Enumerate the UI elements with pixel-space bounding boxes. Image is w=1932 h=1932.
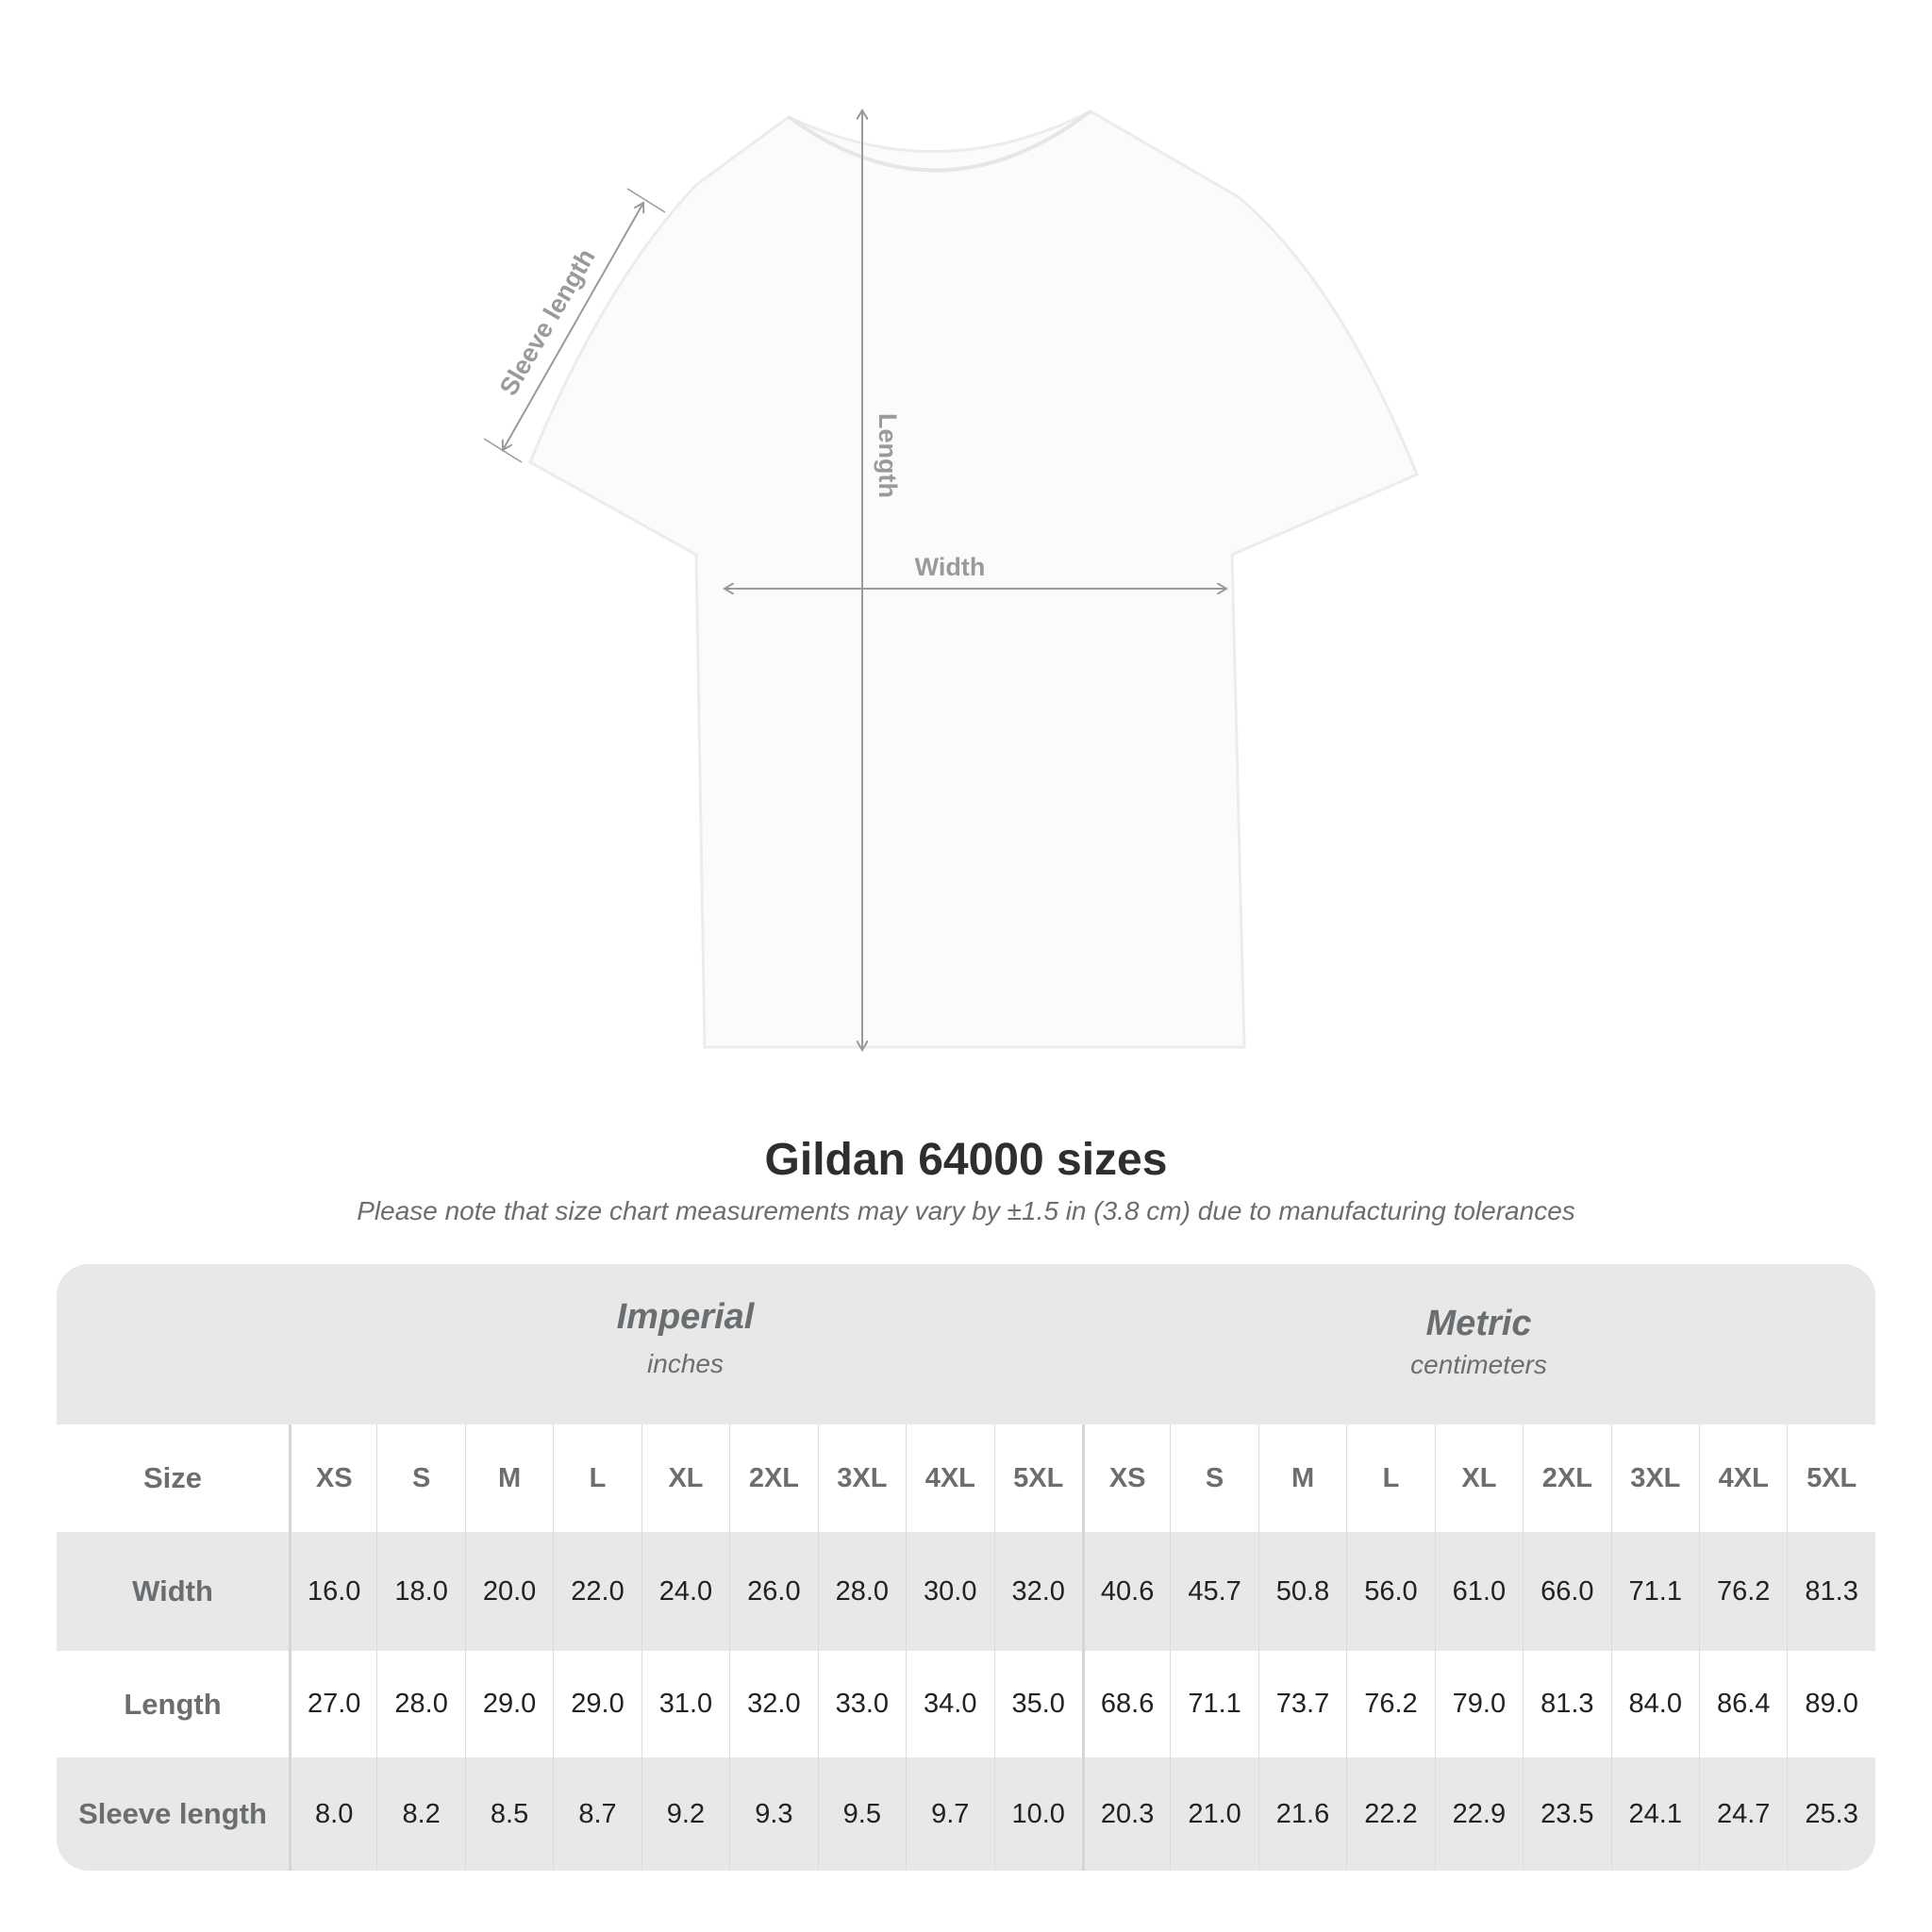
table-cell: 22.2 [1346,1757,1434,1871]
metric-header: Metric centimeters [1082,1264,1875,1424]
table-cell: 33.0 [817,1651,906,1757]
table-cell: 24.1 [1610,1757,1699,1871]
tshirt-diagram: Width Length Sleeve length [483,0,1419,1132]
table-cell: 50.8 [1257,1532,1346,1651]
table-cell: 20.3 [1081,1757,1170,1871]
table-row: Width 16.0 18.0 20.0 22.0 24.0 26.0 28.0 30.0 32.… [57,1532,1875,1651]
size-header-cell: XL [1434,1424,1523,1532]
table-cell: 9.3 [729,1757,817,1871]
table-cell: 24.7 [1699,1757,1787,1871]
table-cell: 9.5 [817,1757,906,1871]
size-header-cell: XS [1081,1424,1170,1532]
metric-unit: centimeters [1410,1350,1547,1379]
table-cell: 71.1 [1170,1651,1257,1757]
table-row: Length 27.0 28.0 29.0 29.0 31.0 32.0 33.0 34.0 35… [57,1651,1875,1757]
table-cell: 18.0 [376,1532,464,1651]
row-label: Length [124,1687,222,1721]
sleeve-arrow [503,203,643,450]
table-cell: 27.0 [289,1651,376,1757]
size-header-cell: 4XL [1699,1424,1787,1532]
table-cell: 9.7 [906,1757,993,1871]
table-cell: 26.0 [729,1532,817,1651]
table-cell: 8.2 [376,1757,464,1871]
table-cell: 22.9 [1434,1757,1523,1871]
table-row: Sleeve length 8.0 8.2 8.5 8.7 9.2 9.3 9.5 9.7 10.… [57,1757,1875,1871]
table-cell: 28.0 [817,1532,906,1651]
size-header-cell: M [1257,1424,1346,1532]
table-cell: 35.0 [993,1651,1082,1757]
table-cell: 21.0 [1170,1757,1257,1871]
size-header-cell: 3XL [1610,1424,1699,1532]
table-cell: 31.0 [641,1651,729,1757]
size-header-row: Size XS S M L XL 2XL 3XL 4XL 5XL XS S M L XL 2XL 3XL 4XL 5… [57,1424,1875,1532]
table-cell: 21.6 [1257,1757,1346,1871]
table-cell: 16.0 [289,1532,376,1651]
width-label: Width [915,553,986,581]
size-header-cell: 5XL [1787,1424,1874,1532]
table-cell: 73.7 [1257,1651,1346,1757]
table-cell: 76.2 [1346,1651,1434,1757]
table-cell: 29.0 [464,1651,553,1757]
table-cell: 32.0 [993,1532,1082,1651]
page-title: Gildan 64000 sizes [764,1135,1168,1185]
size-header-cell: S [376,1424,464,1532]
table-cell: 10.0 [993,1757,1082,1871]
table-cell: 89.0 [1787,1651,1874,1757]
table-cell: 84.0 [1610,1651,1699,1757]
table-cell: 32.0 [729,1651,817,1757]
table-cell: 30.0 [906,1532,993,1651]
imperial-title: Imperial [616,1297,755,1337]
table-cell: 9.2 [641,1757,729,1871]
table-cell: 56.0 [1346,1532,1434,1651]
table-cell: 81.3 [1523,1651,1610,1757]
size-header-cell: L [553,1424,641,1532]
table-cell: 71.1 [1610,1532,1699,1651]
size-header-cell: 2XL [729,1424,817,1532]
size-header-cell: 2XL [1523,1424,1610,1532]
table-cell: 61.0 [1434,1532,1523,1651]
table-cell: 66.0 [1523,1532,1610,1651]
table-cell: 23.5 [1523,1757,1610,1871]
size-header-cell: S [1170,1424,1257,1532]
size-header-cell: 3XL [817,1424,906,1532]
table-cell: 8.7 [553,1757,641,1871]
tolerance-note: Please note that size chart measurements… [357,1196,1575,1225]
size-table: Imperial inches Metric centimeters Size X… [57,1264,1875,1871]
table-cell: 79.0 [1434,1651,1523,1757]
table-cell: 34.0 [906,1651,993,1757]
table-cell: 29.0 [553,1651,641,1757]
table-cell: 25.3 [1787,1757,1874,1871]
imperial-header: Imperial inches [289,1264,1082,1424]
table-cell: 22.0 [553,1532,641,1651]
size-header-cell: L [1346,1424,1434,1532]
table-cell: 68.6 [1081,1651,1170,1757]
table-cell: 45.7 [1170,1532,1257,1651]
table-cell: 81.3 [1787,1532,1874,1651]
row-label: Sleeve length [78,1797,267,1830]
size-header-cell: XL [641,1424,729,1532]
size-header-cell: M [464,1424,553,1532]
table-cell: 20.0 [464,1532,553,1651]
row-label: Width [132,1574,213,1607]
metric-title: Metric [1425,1304,1532,1343]
table-cell: 8.5 [464,1757,553,1871]
table-cell: 8.0 [289,1757,376,1871]
table-cell: 76.2 [1699,1532,1787,1651]
table-cell: 28.0 [376,1651,464,1757]
imperial-unit: inches [647,1349,724,1378]
tshirt-collar [787,109,1092,173]
table-cell: 24.0 [641,1532,729,1651]
size-header-cell: 4XL [906,1424,993,1532]
size-header-cell: XS [289,1424,376,1532]
table-cell: 86.4 [1699,1651,1787,1757]
length-label: Length [874,413,902,498]
row-label: Size [142,1461,203,1494]
size-header-cell: 5XL [993,1424,1082,1532]
table-cell: 40.6 [1081,1532,1170,1651]
